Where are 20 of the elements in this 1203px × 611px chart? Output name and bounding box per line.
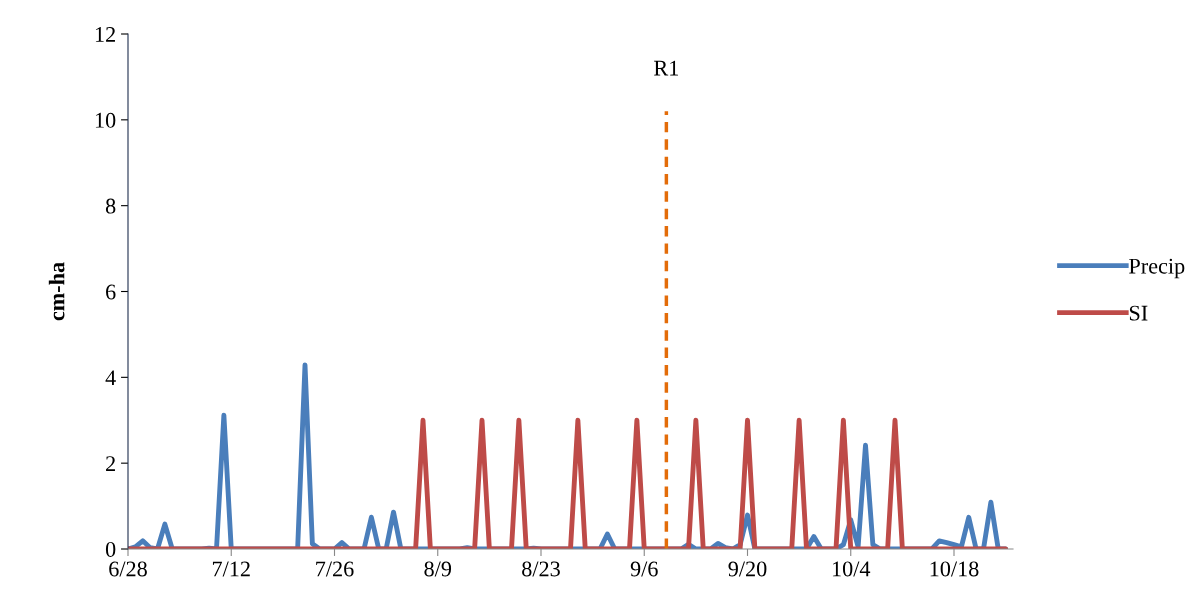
y-tick-label: 8: [105, 198, 116, 214]
x-tick-label: 10/4: [832, 561, 871, 577]
x-tick-label: 9/6: [630, 561, 658, 577]
x-tick-label: 7/26: [316, 561, 354, 577]
x-tick-label: 10/18: [930, 561, 979, 577]
legend-label: SI: [1129, 305, 1148, 321]
y-axis-title: cm-ha: [48, 262, 65, 321]
x-tick-label: 7/12: [212, 561, 250, 577]
legend-label: Precip: [1129, 258, 1185, 279]
y-tick-label: 10: [95, 112, 116, 128]
x-tick-label: 8/9: [424, 561, 452, 577]
ref-line-label: R1: [654, 60, 679, 76]
y-tick-label: 4: [105, 370, 116, 386]
x-tick-label: 6/28: [109, 561, 147, 577]
y-tick-label: 2: [106, 456, 115, 471]
y-tick-label: 0: [105, 541, 116, 557]
y-tick-label: 12: [95, 26, 115, 42]
y-tick-label: 6: [106, 284, 116, 300]
x-tick-label: 9/20: [728, 561, 767, 577]
x-tick-label: 8/23: [522, 561, 560, 577]
